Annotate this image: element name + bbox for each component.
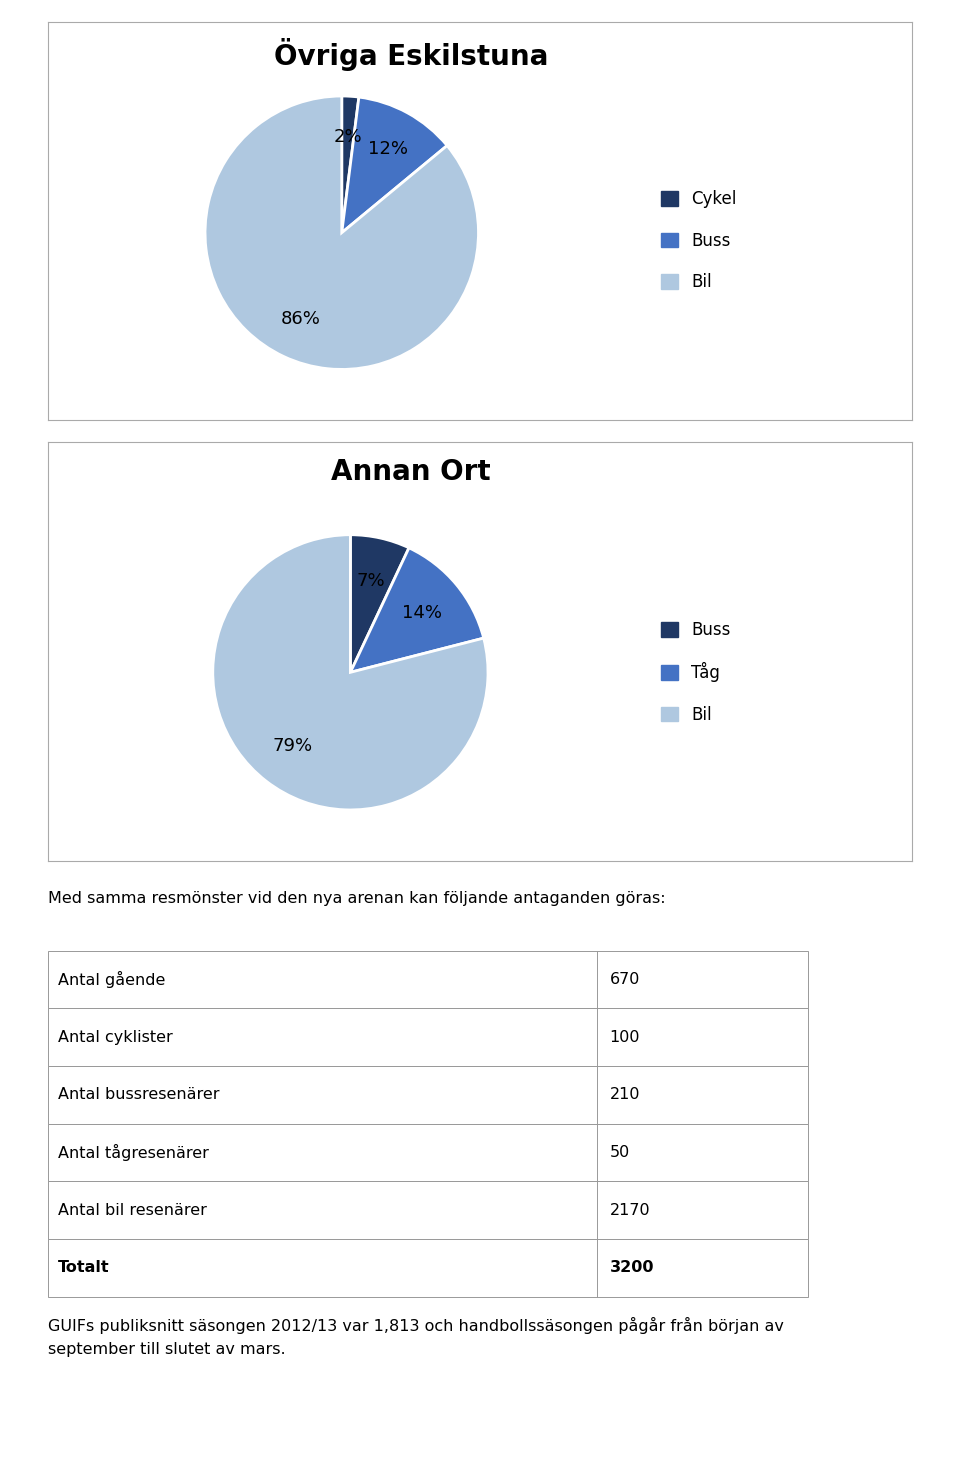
Text: Totalt: Totalt <box>59 1260 110 1275</box>
Text: 210: 210 <box>610 1088 640 1103</box>
Text: Med samma resmönster vid den nya arenan kan följande antaganden göras:: Med samma resmönster vid den nya arenan … <box>48 891 665 907</box>
Text: 50: 50 <box>610 1145 630 1160</box>
Text: GUIFs publiksnitt säsongen 2012/13 var 1,813 och handbollssäsongen pågår från bö: GUIFs publiksnitt säsongen 2012/13 var 1… <box>48 1317 784 1357</box>
Text: 3200: 3200 <box>610 1260 654 1275</box>
Text: Annan Ort: Annan Ort <box>331 458 491 486</box>
Bar <box>48 1239 808 1297</box>
Bar <box>48 1123 808 1181</box>
Text: 100: 100 <box>610 1030 640 1045</box>
Text: 670: 670 <box>610 972 640 988</box>
Text: Antal tågresenärer: Antal tågresenärer <box>59 1144 209 1161</box>
Bar <box>48 1181 808 1239</box>
Bar <box>48 951 808 1008</box>
Legend: Buss, Tåg, Bil: Buss, Tåg, Bil <box>661 621 731 724</box>
Text: Antal bussresenärer: Antal bussresenärer <box>59 1088 220 1103</box>
Bar <box>48 1066 808 1123</box>
Text: Antal cyklister: Antal cyklister <box>59 1030 173 1045</box>
Text: Övriga Eskilstuna: Övriga Eskilstuna <box>274 38 548 71</box>
Text: 2170: 2170 <box>610 1203 650 1217</box>
Text: Antal gående: Antal gående <box>59 972 166 988</box>
Text: Antal bil resenärer: Antal bil resenärer <box>59 1203 207 1217</box>
Legend: Cykel, Buss, Bil: Cykel, Buss, Bil <box>661 190 736 291</box>
Bar <box>48 1008 808 1066</box>
